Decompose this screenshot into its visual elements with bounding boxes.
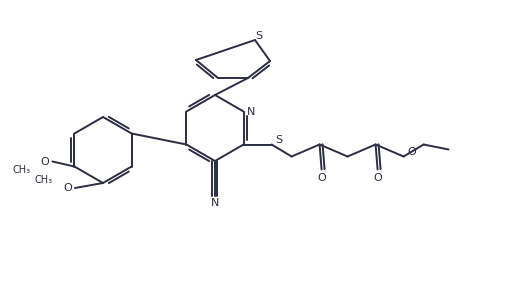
Text: O: O	[317, 172, 326, 183]
Text: N: N	[246, 107, 255, 116]
Text: S: S	[276, 135, 282, 144]
Text: O: O	[408, 147, 416, 156]
Text: S: S	[256, 31, 262, 41]
Text: O: O	[41, 156, 49, 167]
Text: CH₃: CH₃	[35, 175, 53, 185]
Text: O: O	[63, 183, 72, 193]
Text: CH₃: CH₃	[12, 164, 31, 175]
Text: O: O	[373, 172, 382, 183]
Text: N: N	[211, 198, 219, 208]
